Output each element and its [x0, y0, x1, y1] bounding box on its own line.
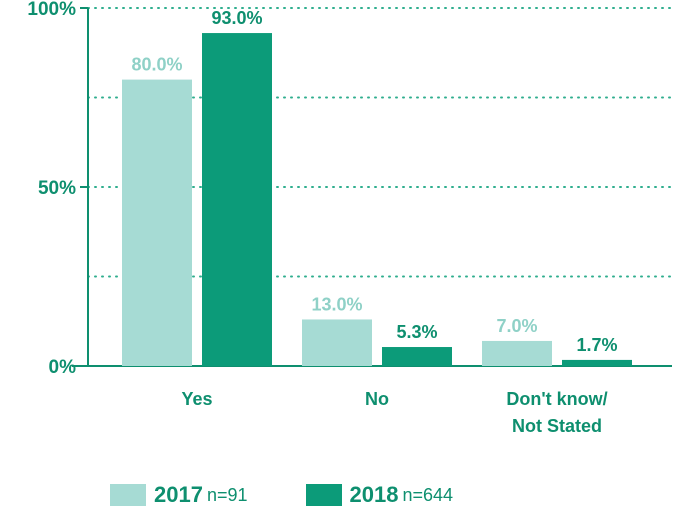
data-label-2017-2: 7.0%: [496, 316, 537, 336]
category-label-1-0: No: [365, 389, 389, 409]
legend: 2017 n=91 2018 n=644: [110, 482, 511, 508]
data-label-2018-0: 93.0%: [211, 8, 262, 28]
legend-item-2018: 2018 n=644: [305, 482, 454, 508]
legend-item-2017: 2017 n=91: [110, 482, 248, 508]
legend-year-2018: 2018: [349, 482, 399, 507]
legend-year-2017: 2017: [154, 482, 203, 507]
bar-2018-1: [382, 347, 452, 366]
legend-n-2018: n=644: [402, 484, 454, 505]
bar-2017-1: [302, 319, 372, 366]
legend-swatch-2018: [305, 484, 342, 506]
data-label-2018-2: 1.7%: [576, 335, 617, 355]
category-label-2-0: Don't know/: [506, 389, 607, 409]
bar-2018-2: [562, 359, 632, 366]
category-label-2-1: Not Stated: [512, 416, 602, 436]
data-label-2017-0: 80.0%: [131, 55, 182, 75]
data-label-2017-1: 13.0%: [311, 294, 362, 314]
bar-2017-0: [122, 79, 192, 366]
legend-n-2017: n=91: [206, 484, 248, 505]
y-tick-label-100: 100%: [27, 0, 76, 20]
data-label-2018-1: 5.3%: [396, 322, 437, 342]
legend-swatch-2017: [110, 484, 146, 506]
category-label-0-0: Yes: [181, 389, 212, 409]
bar-2018-0: [202, 33, 272, 367]
bar-2017-2: [482, 340, 552, 366]
y-tick-label-0: 0%: [49, 357, 77, 378]
bar-chart: 0% 50% 100% 80.0% 93.0% Yes 13.0% 5.3% No 7.0% 1.7…: [27, 0, 673, 436]
y-tick-label-50: 50%: [38, 178, 76, 199]
